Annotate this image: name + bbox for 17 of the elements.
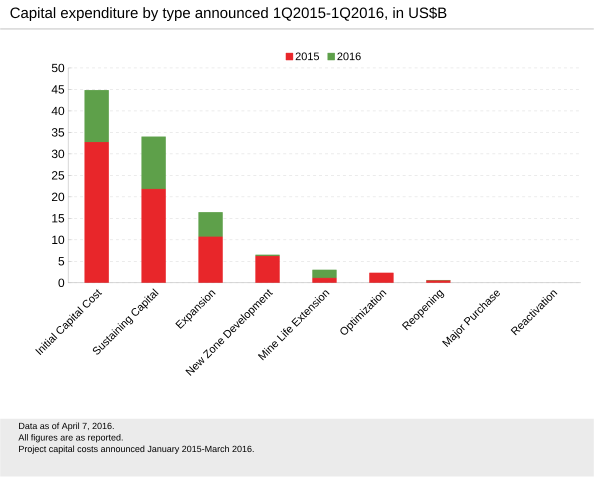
y-tick-label: 45 (52, 85, 64, 94)
text: Project capital costs announced January 2015-March 2016. (19, 446, 254, 454)
y-tick-label: 30 (52, 150, 64, 158)
y-tick-label: 0 (58, 278, 64, 288)
y-tick-label: 20 (52, 192, 64, 202)
y-tick-label: 10 (52, 236, 64, 244)
y-tick-label: 25 (52, 171, 64, 180)
chart-title: Capital expenditure by type announced 1Q2015-1Q2016, in US$B (10, 7, 446, 22)
legend-label: 2016 (337, 52, 361, 60)
y-tick-label: 15 (52, 214, 64, 223)
y-tick-label: 50 (52, 64, 64, 72)
y-tick-label: 5 (58, 257, 64, 266)
legend-label: 2015 (296, 52, 320, 60)
y-tick-label: 35 (52, 128, 64, 137)
text: Data as of April 7, 2016. (19, 422, 114, 432)
y-tick-label: 40 (52, 106, 64, 116)
text: All figures are as reported. (18, 434, 123, 443)
